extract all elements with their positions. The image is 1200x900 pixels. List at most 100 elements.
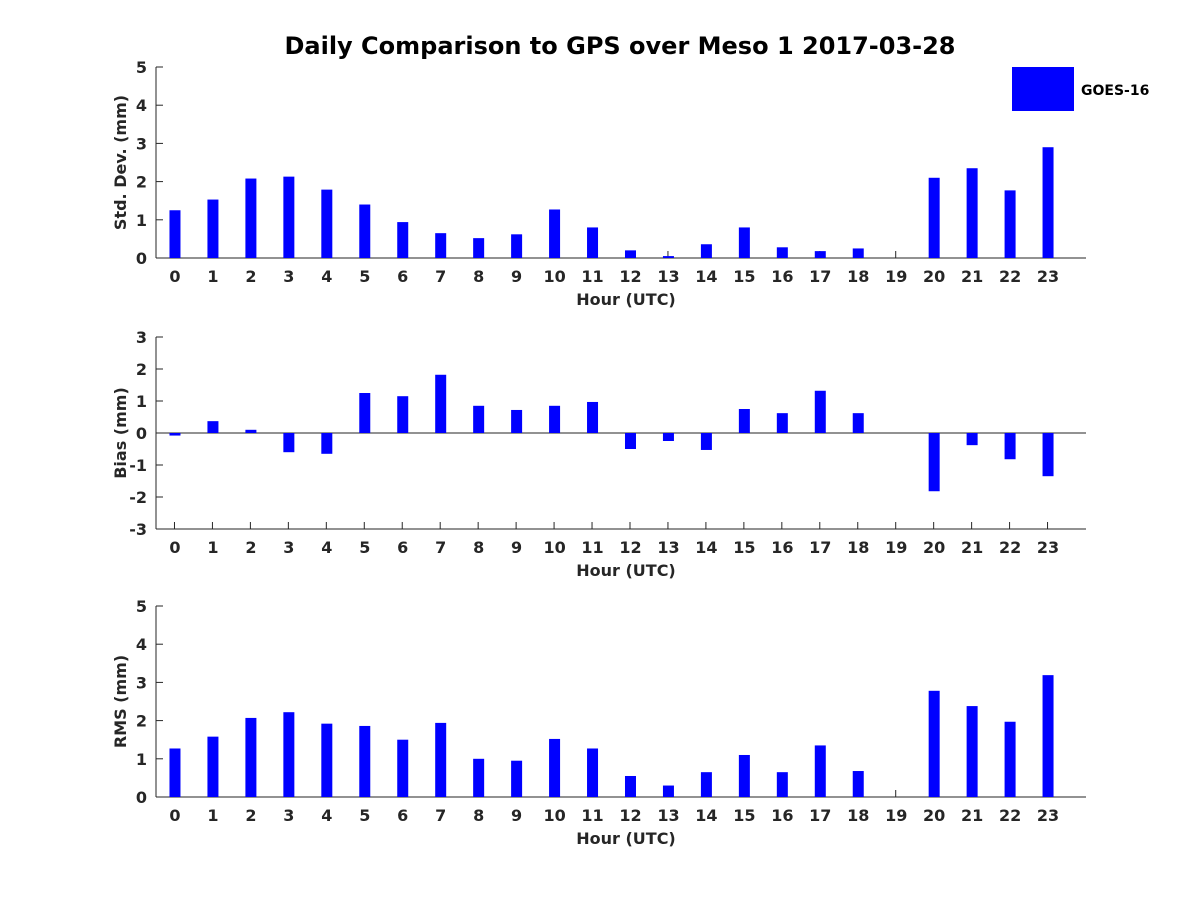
y-axis-label: Std. Dev. (mm) — [111, 95, 130, 230]
x-tick-label: 16 — [771, 267, 793, 286]
x-tick-label: 7 — [435, 538, 446, 557]
y-axis-label: RMS (mm) — [111, 655, 130, 748]
bar-hour-16 — [776, 413, 788, 433]
bar-hour-20 — [928, 433, 940, 492]
bar-hour-15 — [738, 227, 750, 258]
bar-hour-2 — [245, 717, 257, 797]
y-tick-label: -3 — [129, 520, 147, 539]
bar-hour-7 — [435, 374, 447, 433]
y-tick-label: -1 — [129, 456, 147, 475]
x-tick-label: 20 — [923, 806, 945, 825]
y-tick-label: 3 — [136, 673, 147, 692]
x-tick-label: 9 — [511, 538, 522, 557]
bar-hour-12 — [624, 775, 636, 797]
bar-hour-8 — [473, 238, 485, 258]
bar-hour-0 — [169, 748, 181, 797]
y-axis-label: Bias (mm) — [111, 387, 130, 479]
x-tick-label: 22 — [999, 538, 1021, 557]
x-tick-label: 13 — [657, 538, 679, 557]
bar-hour-5 — [359, 204, 371, 258]
x-tick-label: 23 — [1037, 538, 1059, 557]
x-tick-label: 23 — [1037, 806, 1059, 825]
y-tick-label: 2 — [136, 712, 147, 731]
x-tick-label: 0 — [169, 538, 180, 557]
x-tick-label: 18 — [847, 806, 869, 825]
bar-hour-13 — [662, 256, 674, 258]
bar-hour-2 — [245, 429, 257, 433]
x-tick-label: 4 — [321, 538, 332, 557]
y-tick-label: 5 — [136, 597, 147, 616]
x-tick-label: 2 — [245, 806, 256, 825]
x-tick-label: 19 — [885, 538, 907, 557]
x-tick-label: 12 — [619, 538, 641, 557]
y-tick-label: 1 — [136, 211, 147, 230]
x-tick-label: 15 — [733, 806, 755, 825]
bar-hour-22 — [1004, 433, 1016, 460]
bar-hour-4 — [321, 723, 333, 797]
bar-hour-3 — [283, 176, 295, 258]
bar-hour-11 — [587, 401, 599, 433]
bar-hour-0 — [169, 210, 181, 258]
bar-hour-16 — [776, 247, 788, 258]
y-tick-label: 2 — [136, 173, 147, 192]
x-tick-label: 18 — [847, 267, 869, 286]
x-tick-label: 19 — [885, 806, 907, 825]
y-tick-label: 4 — [136, 635, 147, 654]
x-tick-label: 12 — [619, 267, 641, 286]
bar-hour-21 — [966, 168, 978, 258]
bar-hour-12 — [624, 433, 636, 449]
x-tick-label: 1 — [207, 806, 218, 825]
x-tick-label: 13 — [657, 267, 679, 286]
bar-hour-21 — [966, 706, 978, 797]
x-tick-label: 22 — [999, 267, 1021, 286]
bar-hour-6 — [397, 396, 409, 433]
x-tick-label: 3 — [283, 806, 294, 825]
x-tick-label: 20 — [923, 267, 945, 286]
bar-hour-18 — [852, 248, 864, 258]
y-tick-label: 0 — [136, 424, 147, 443]
bar-hour-2 — [245, 178, 257, 258]
bar-hour-23 — [1042, 675, 1054, 797]
bar-hour-11 — [587, 227, 599, 258]
bar-hour-1 — [207, 736, 219, 797]
x-tick-label: 19 — [885, 267, 907, 286]
y-tick-label: 4 — [136, 96, 147, 115]
bar-hour-1 — [207, 199, 219, 258]
bar-hour-16 — [776, 772, 788, 797]
x-axis-label: Hour (UTC) — [576, 829, 676, 848]
bar-hour-3 — [283, 433, 295, 453]
x-tick-label: 5 — [359, 267, 370, 286]
bar-hour-15 — [738, 754, 750, 797]
bar-hour-8 — [473, 758, 485, 797]
x-tick-label: 0 — [169, 806, 180, 825]
y-tick-label: 5 — [136, 58, 147, 77]
x-tick-label: 4 — [321, 806, 332, 825]
bar-hour-7 — [435, 722, 447, 797]
bar-hour-10 — [549, 738, 561, 797]
y-tick-label: 0 — [136, 249, 147, 268]
x-tick-label: 23 — [1037, 267, 1059, 286]
x-tick-label: 1 — [207, 538, 218, 557]
x-tick-label: 3 — [283, 267, 294, 286]
x-tick-label: 21 — [961, 806, 983, 825]
x-tick-label: 8 — [473, 806, 484, 825]
x-tick-label: 6 — [397, 806, 408, 825]
x-tick-label: 5 — [359, 538, 370, 557]
bar-hour-13 — [662, 433, 674, 441]
x-tick-label: 1 — [207, 267, 218, 286]
x-tick-label: 17 — [809, 267, 831, 286]
x-tick-label: 10 — [543, 806, 565, 825]
x-tick-label: 7 — [435, 806, 446, 825]
bar-hour-9 — [511, 234, 523, 258]
x-tick-label: 12 — [619, 806, 641, 825]
x-tick-label: 2 — [245, 538, 256, 557]
x-axis-label: Hour (UTC) — [576, 290, 676, 309]
x-tick-label: 21 — [961, 538, 983, 557]
x-tick-label: 11 — [581, 806, 603, 825]
x-tick-label: 10 — [543, 538, 565, 557]
bar-hour-20 — [928, 690, 940, 797]
y-tick-label: 1 — [136, 750, 147, 769]
